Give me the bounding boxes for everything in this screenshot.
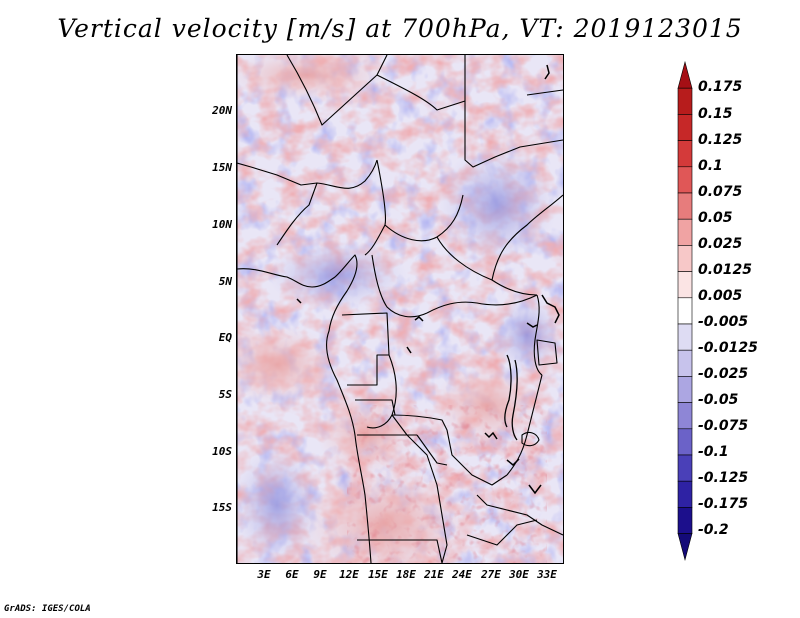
colorbar-segment-7 <box>677 245 693 272</box>
colorbar-label-15: -0.125 <box>698 470 749 486</box>
colorbar-segment-6 <box>677 218 693 246</box>
colorbar-label-16: -0.175 <box>698 496 749 512</box>
colorbar-label-11: -0.025 <box>698 366 749 382</box>
colorbar-segment-12 <box>677 376 693 403</box>
vertical-velocity-map <box>236 54 564 564</box>
lat-label-eq: EQ <box>218 331 232 344</box>
lat-label-10n: 10N <box>212 218 232 231</box>
colorbar-label-2: 0.125 <box>698 132 743 148</box>
lon-label-24e: 24E <box>452 568 472 581</box>
lat-label-15s: 15S <box>212 501 232 514</box>
grads-credit: GrADS: IGES/COLA <box>4 604 91 614</box>
colorbar-segment-14 <box>677 428 693 456</box>
lon-label-30e: 30E <box>509 568 529 581</box>
lon-label-12e: 12E <box>339 568 359 581</box>
colorbar-segment-11 <box>677 349 693 377</box>
lat-label-10s: 10S <box>212 445 232 458</box>
colorbar-label-6: 0.025 <box>698 236 743 252</box>
colorbar-label-3: 0.1 <box>698 158 723 174</box>
colorbar-segment-8 <box>677 271 693 299</box>
colorbar-segment-5 <box>677 192 693 220</box>
colorbar-label-13: -0.075 <box>698 418 749 434</box>
colorbar-segment-13 <box>677 402 693 430</box>
colorbar-segment-17 <box>677 507 693 534</box>
colorbar-label-10: -0.0125 <box>698 340 758 356</box>
colorbar-label-12: -0.05 <box>698 392 739 408</box>
velocity-field <box>237 55 563 563</box>
colorbar-label-4: 0.075 <box>698 184 743 200</box>
colorbar-segment-1 <box>677 87 693 115</box>
colorbar-segment-18 <box>677 533 693 561</box>
colorbar-label-5: 0.05 <box>698 210 733 226</box>
lon-label-9e: 9E <box>313 568 327 581</box>
lon-label-3e: 3E <box>257 568 271 581</box>
colorbar-label-1: 0.15 <box>698 106 733 122</box>
colorbar-label-8: 0.005 <box>698 288 743 304</box>
colorbar-segment-2 <box>677 114 693 141</box>
colorbar-segment-4 <box>677 166 693 194</box>
colorbar-segment-0 <box>677 60 693 89</box>
colorbar-segment-16 <box>677 480 693 508</box>
colorbar-label-0: 0.175 <box>698 79 743 95</box>
colorbar-segment-15 <box>677 454 693 482</box>
colorbar-label-9: -0.005 <box>698 314 749 330</box>
lat-label-15n: 15N <box>212 161 232 174</box>
lon-label-15e: 15E <box>368 568 388 581</box>
colorbar-label-17: -0.2 <box>698 522 729 538</box>
political-boundaries <box>237 55 563 563</box>
lon-label-27e: 27E <box>481 568 501 581</box>
lat-label-20n: 20N <box>212 104 232 117</box>
lon-label-21e: 21E <box>424 568 444 581</box>
colorbar-segment-9 <box>677 297 693 325</box>
lon-label-18e: 18E <box>396 568 416 581</box>
colorbar-label-7: 0.0125 <box>698 262 753 278</box>
lon-label-6e: 6E <box>285 568 299 581</box>
colorbar-segment-10 <box>677 323 693 351</box>
hatched-details <box>296 64 560 495</box>
lat-label-5s: 5S <box>218 388 232 401</box>
lon-label-33e: 33E <box>537 568 557 581</box>
lat-label-5n: 5N <box>218 275 232 288</box>
chart-title: Vertical velocity [m/s] at 700hPa, VT: 2… <box>57 14 743 43</box>
colorbar-label-14: -0.1 <box>698 444 729 460</box>
colorbar-segment-3 <box>677 140 693 168</box>
